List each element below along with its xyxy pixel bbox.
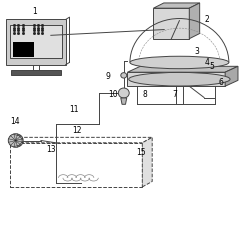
Polygon shape	[142, 137, 152, 187]
Text: 12: 12	[72, 126, 82, 135]
Text: 7: 7	[172, 90, 177, 99]
Text: 15: 15	[136, 148, 146, 158]
Circle shape	[8, 134, 23, 147]
Text: 2: 2	[204, 15, 209, 24]
Bar	[10, 25, 62, 58]
Bar	[11, 70, 61, 75]
Polygon shape	[225, 66, 238, 86]
Circle shape	[118, 88, 129, 98]
Text: 14: 14	[10, 117, 20, 126]
Text: 5: 5	[209, 63, 214, 71]
Polygon shape	[10, 137, 152, 143]
Text: 9: 9	[105, 71, 110, 81]
Polygon shape	[154, 3, 200, 8]
Polygon shape	[128, 66, 238, 72]
Text: 8: 8	[142, 90, 147, 99]
Bar	[154, 8, 189, 39]
Bar	[12, 42, 34, 57]
Text: 4: 4	[204, 58, 209, 67]
Bar	[128, 72, 225, 86]
Bar	[10, 143, 142, 187]
Ellipse shape	[130, 56, 229, 69]
Text: 11: 11	[70, 106, 79, 114]
Bar	[6, 19, 66, 65]
Text: 1: 1	[32, 7, 37, 16]
Text: 3: 3	[194, 47, 199, 56]
Circle shape	[121, 73, 127, 78]
Polygon shape	[121, 98, 127, 104]
Text: 6: 6	[219, 78, 224, 87]
Polygon shape	[189, 3, 200, 39]
Text: 13: 13	[46, 145, 56, 154]
Ellipse shape	[129, 72, 230, 86]
Text: 10: 10	[108, 90, 118, 99]
